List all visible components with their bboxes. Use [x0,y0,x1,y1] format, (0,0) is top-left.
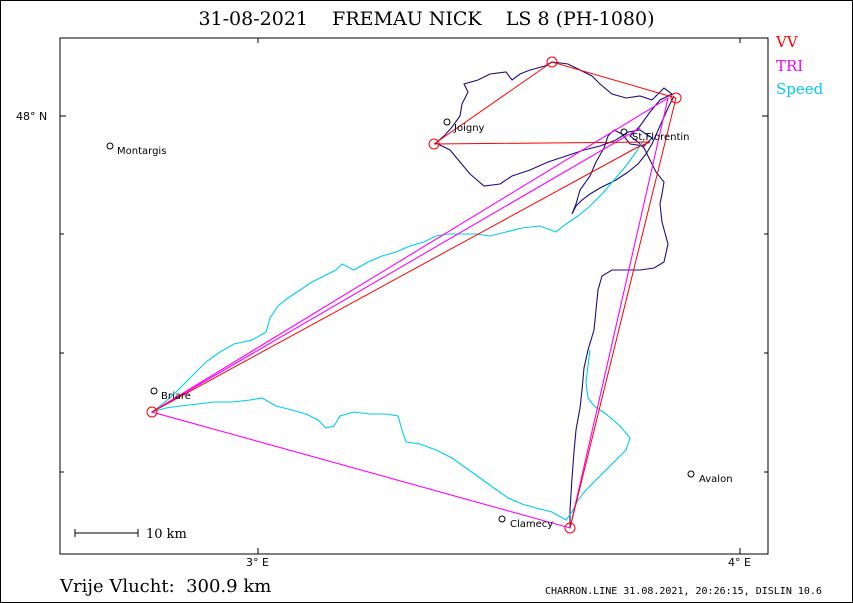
legend-tri: TRI [776,57,804,75]
city-briare: Briare [161,391,191,402]
turnpoint-start [428,138,440,150]
flight-distance: Vrije Vlucht: 300.9 km [60,576,272,597]
map-boundary [59,37,769,555]
scale-bar-label: 10 km [146,527,187,542]
turnpoint-south [564,522,576,534]
turnpoint-northeast [670,92,682,104]
city-clamecy: Clamecy [510,519,553,530]
credit-line: CHARRON.LINE 31.08.2021, 20:26:15, DISLI… [545,586,822,597]
city-markers [106,118,695,523]
flight-track-loop [435,95,675,215]
city-avalon: Avalon [699,474,733,485]
city-st-florentin: St.Florentin [632,132,690,143]
lat-label: 48° N [16,110,47,123]
turnpoint-west [146,406,158,418]
turnpoint-north [546,56,558,68]
turnpoints [146,56,682,534]
legend-vv: VV [776,33,798,51]
lon-label-3e: 3° E [246,556,269,569]
lon-label-4e: 4° E [728,556,751,569]
axis-ticks [60,38,768,554]
speed-track [151,139,645,521]
map-title: 31-08-2021 FREMAU NICK LS 8 (PH-1080) [198,8,655,30]
city-joigny: Joigny [453,123,485,134]
legend-speed: Speed [776,80,824,98]
scale-bar: 10 km [74,527,187,542]
city-montargis: Montargis [117,146,166,157]
tri-route [150,96,669,529]
vv-route [151,61,677,529]
